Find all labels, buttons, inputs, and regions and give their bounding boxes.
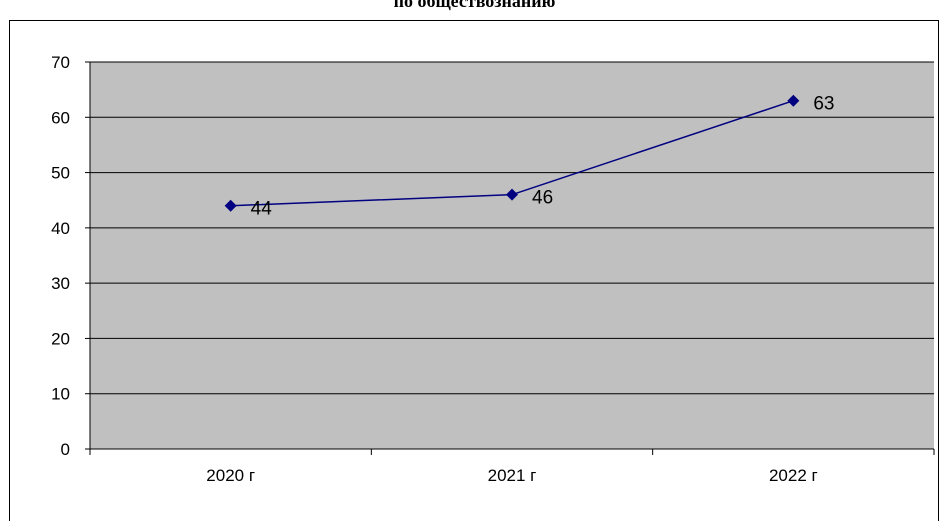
y-tick-label: 10 [51,385,70,404]
data-label: 46 [532,188,553,209]
data-point-marker [787,94,800,107]
x-tick-label: 2020 г [206,466,255,485]
data-point-marker [506,188,518,201]
data-point-marker [224,199,237,212]
y-axis: 0 10 20 30 40 50 60 70 [51,53,91,459]
y-tick-label: 70 [51,53,70,72]
chart-title: по обществознанию [393,0,556,11]
x-tick-label: 2022 г [769,466,818,485]
y-tick-label: 60 [51,108,70,127]
plot-area [90,62,934,449]
data-markers [224,94,800,212]
y-tick-label: 0 [61,440,70,459]
data-label: 63 [813,94,834,115]
y-tick-label: 20 [51,329,70,348]
y-tick-label: 30 [51,274,70,293]
x-axis: 2020 г 2021 г 2022 г [89,448,935,485]
y-tick-label: 40 [51,219,70,238]
x-tick-label: 2021 г [488,466,537,485]
chart-frame [9,20,939,521]
y-tick-label: 50 [51,164,70,183]
data-labels: 44 46 63 [251,94,835,220]
gridlines [90,61,934,395]
data-label: 44 [251,199,273,220]
